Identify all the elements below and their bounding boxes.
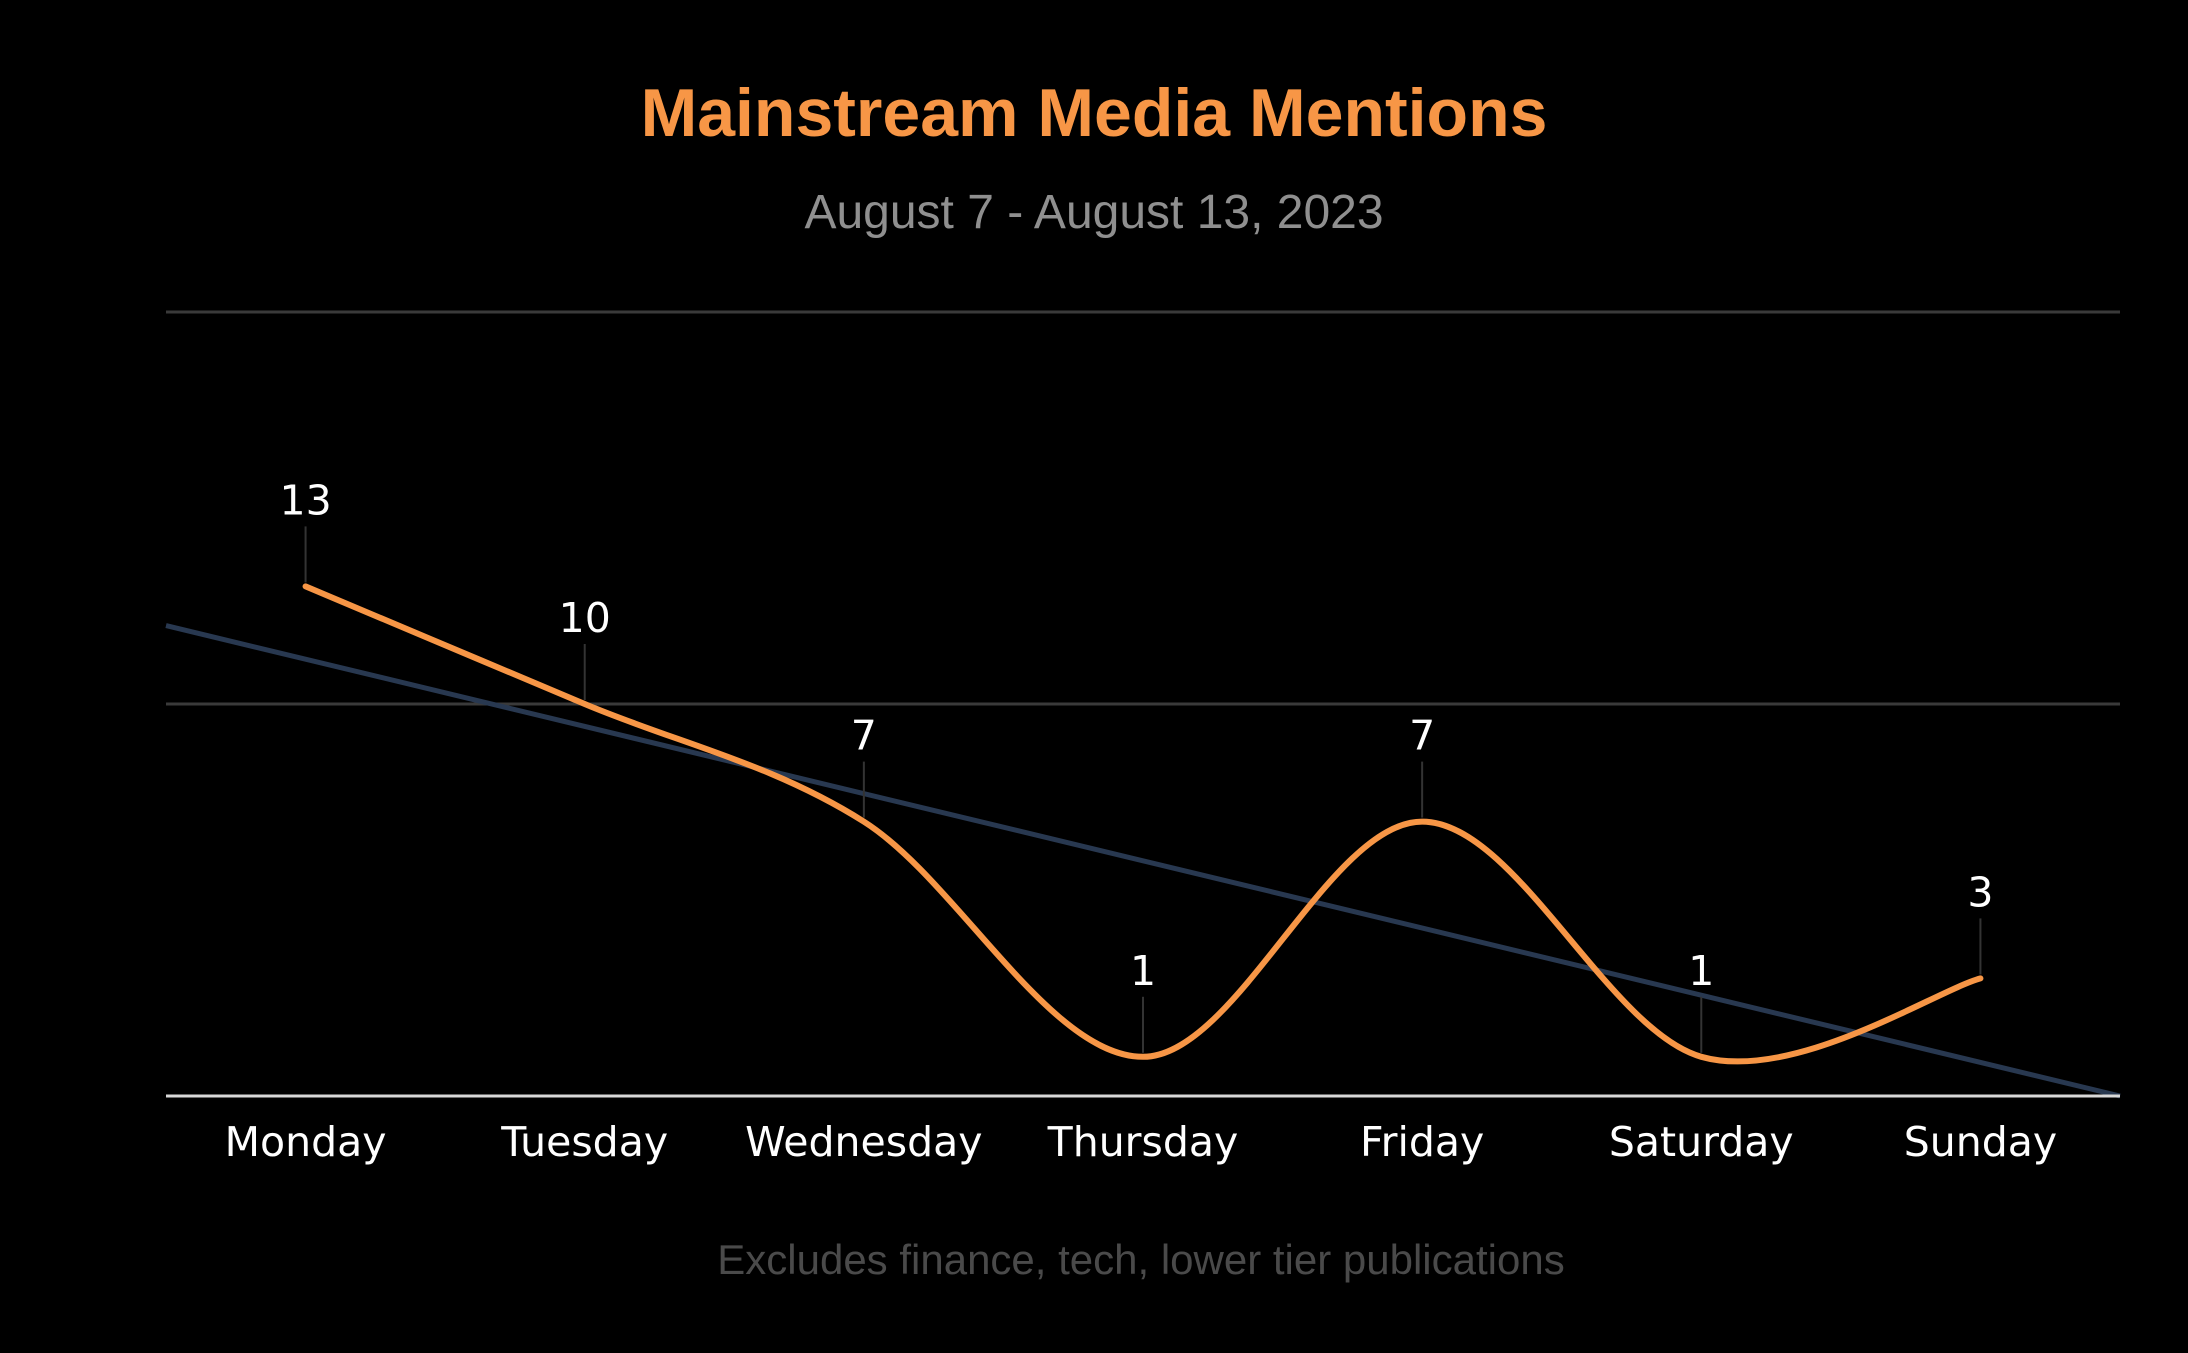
x-axis: Monday Tuesday Wednesday Thursday Friday Satu… (166, 1094, 2120, 1166)
x-tick-label-tuesday: Tuesday (500, 1118, 668, 1166)
x-tick-label-wednesday: Wednesday (745, 1118, 982, 1166)
data-label-tuesday: 10 (559, 594, 611, 642)
gridlines (166, 310, 2120, 706)
trendline-layer (165, 623, 2121, 1099)
series-line (302, 583, 1984, 1065)
chart-subtitle: August 7 - August 13, 2023 (804, 186, 1383, 239)
data-label-wednesday: 7 (851, 712, 877, 760)
data-label-monday: 13 (279, 476, 331, 524)
chart-title: Mainstream Media Mentions (641, 75, 1548, 151)
data-label-sunday: 3 (1967, 868, 1993, 916)
data-label-thursday: 1 (1130, 947, 1156, 995)
label-leaders (304, 526, 1982, 1053)
x-tick-label-saturday: Saturday (1609, 1118, 1794, 1166)
data-label-friday: 7 (1409, 712, 1435, 760)
x-tick-label-sunday: Sunday (1904, 1118, 2057, 1166)
series-layer (302, 583, 1984, 1065)
x-tick-label-friday: Friday (1360, 1118, 1484, 1166)
trendline (165, 623, 2121, 1099)
chart-footnote: Excludes finance, tech, lower tier publi… (717, 1236, 1564, 1283)
x-tick-label-monday: Monday (225, 1118, 387, 1166)
x-tick-label-thursday: Thursday (1047, 1118, 1239, 1166)
data-label-saturday: 1 (1688, 947, 1714, 995)
